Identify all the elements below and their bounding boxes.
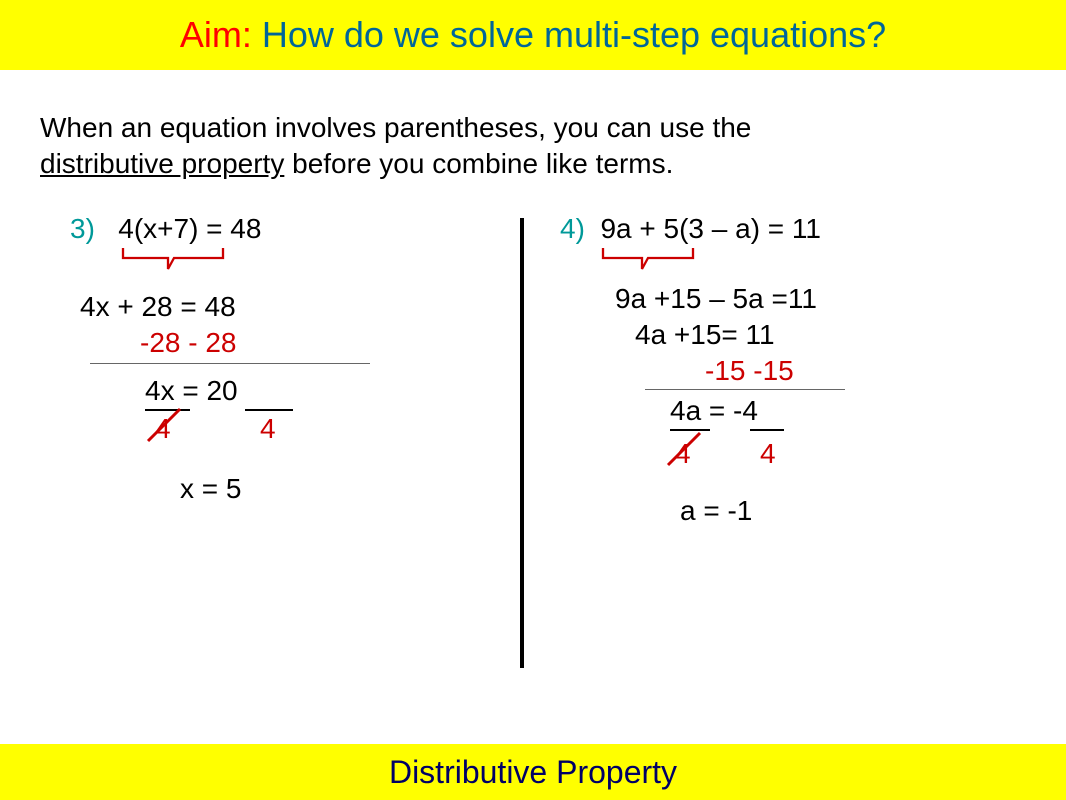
underline-seg [750, 429, 784, 431]
problem-4-answer: a = -1 [680, 495, 752, 527]
footer-title: Distributive Property [389, 754, 677, 791]
intro-underlined: distributive property [40, 148, 284, 179]
problem-4-subtract: -15 -15 [705, 355, 794, 387]
problem-3-after-sub: 4x = 20 [145, 375, 238, 407]
bracket-icon [598, 245, 698, 275]
problem-4-after-sub: 4a = -4 [670, 395, 758, 427]
problem-3-equation [103, 213, 119, 244]
column-divider [520, 218, 524, 668]
problem-3-subtract: -28 - 28 [140, 327, 237, 359]
bracket-icon [118, 245, 228, 275]
header-band: Aim: How do we solve multi-step equation… [0, 0, 1066, 70]
problem-3-distribute: 4x + 28 = 48 [80, 291, 236, 323]
problem-4-equation: 9a + 5(3 – a) = 11 [600, 213, 821, 244]
strike-icon [664, 429, 704, 469]
intro-tail: before you combine like terms. [284, 148, 673, 179]
problem-3-eq-text: 4(x+7) = 48 [118, 213, 261, 244]
intro-line1: When an equation involves parentheses, y… [40, 112, 751, 143]
underline-seg [245, 409, 293, 411]
problem-4-combine: 4a +15= 11 [635, 319, 775, 351]
problem-3-div-right: 4 [260, 413, 276, 445]
strike-icon [144, 405, 184, 445]
problem-4-number: 4) [560, 213, 585, 244]
problem-4-div-right: 4 [760, 438, 776, 470]
footer-band: Distributive Property [0, 744, 1066, 800]
aim-label: Aim: [180, 14, 262, 55]
work-area: 3) 4(x+7) = 48 4x + 28 = 48 -28 - 28 4x … [0, 213, 1066, 693]
hr-line [90, 363, 370, 364]
problem-4-distribute: 9a +15 – 5a =11 [615, 283, 817, 315]
problem-3-answer: x = 5 [180, 473, 241, 505]
intro-text: When an equation involves parentheses, y… [40, 110, 1066, 183]
hr-line [645, 389, 845, 390]
problem-3-number: 3) [70, 213, 95, 244]
aim-question: How do we solve multi-step equations? [262, 14, 886, 55]
